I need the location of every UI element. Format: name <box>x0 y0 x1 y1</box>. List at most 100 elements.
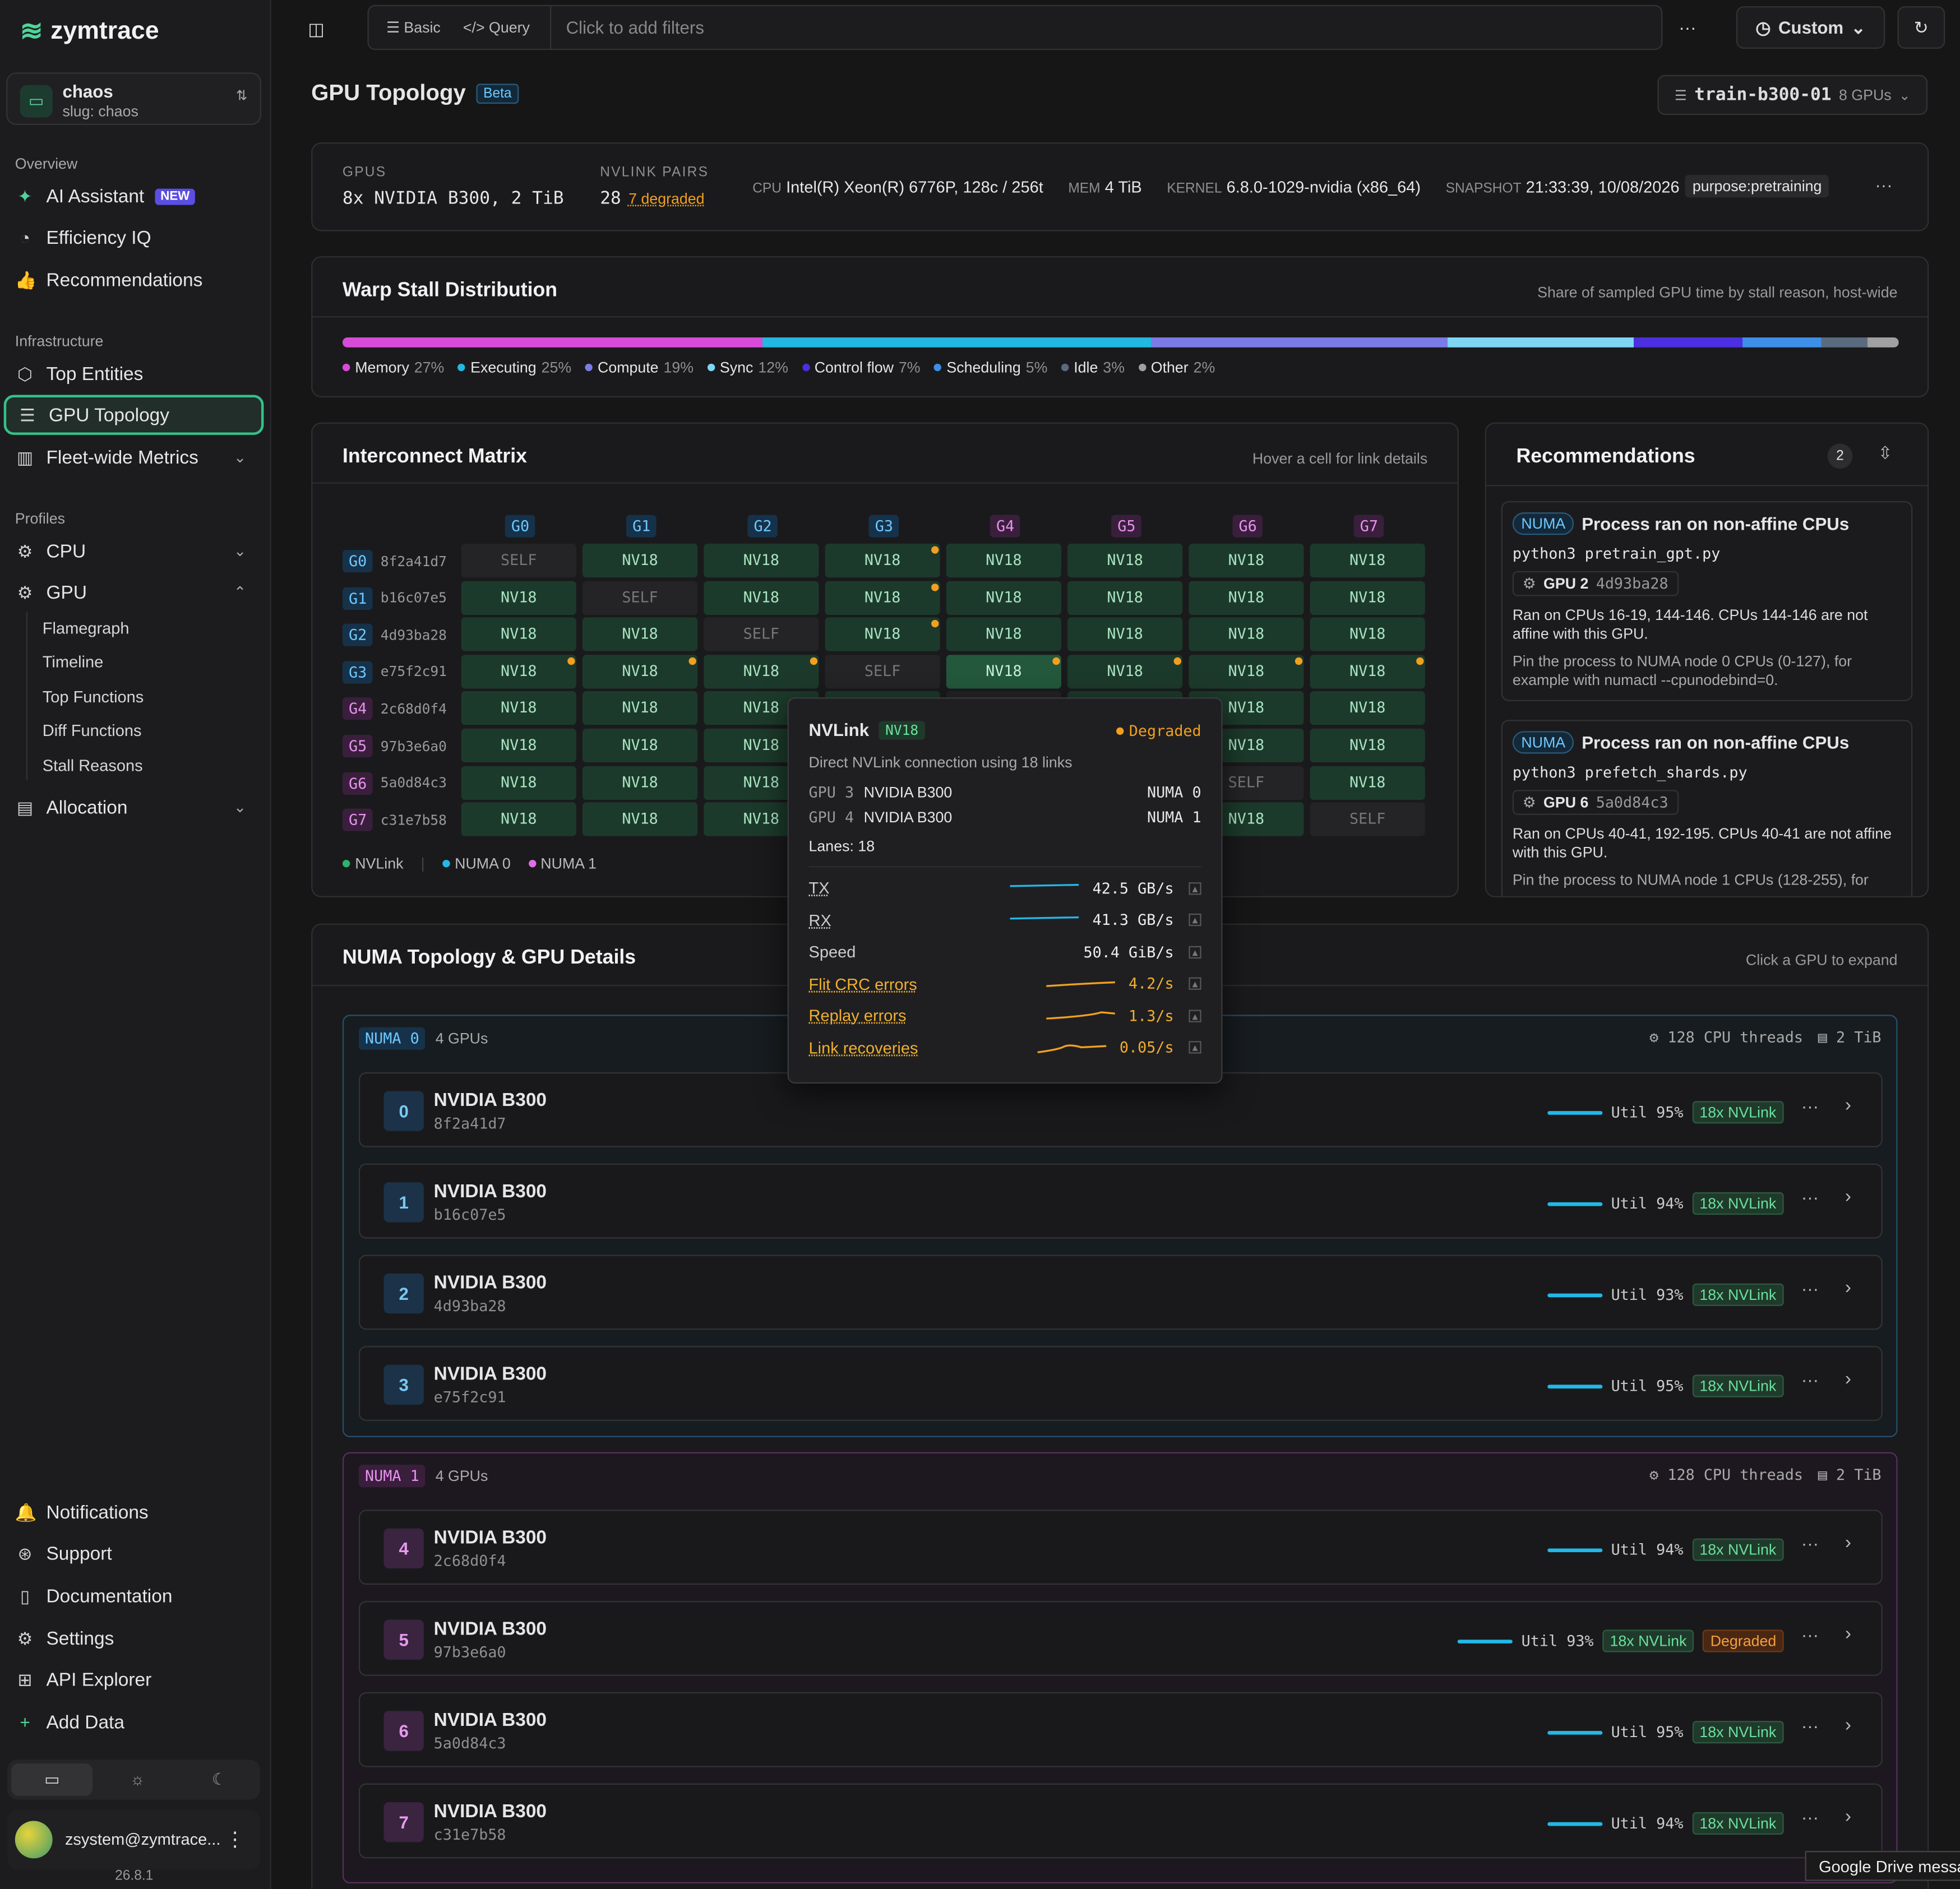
logo[interactable]: ≋ zymtrace <box>20 15 159 48</box>
sidebar-sub-diff-functions[interactable]: Diff Functions <box>42 721 142 740</box>
sidebar-item-recommendations[interactable]: 👍 Recommendations <box>15 269 203 291</box>
sidebar-item-documentation[interactable]: ▯ Documentation <box>4 1576 264 1616</box>
metric-name[interactable]: Link recoveries <box>808 1038 918 1057</box>
matrix-cell-link[interactable]: NV18 <box>704 543 819 578</box>
gpu-row[interactable]: 3 NVIDIA B300 e75f2c91 Util 95% 18x NVLink ··… <box>358 1346 1883 1422</box>
rec-gpu-chip[interactable]: ⚙ GPU 6 5a0d84c3 <box>1512 790 1679 815</box>
matrix-cell-link[interactable]: NV18 <box>1189 617 1304 652</box>
sidebar-item-api-explorer[interactable]: ⊞ API Explorer <box>4 1660 264 1700</box>
recommendation-item[interactable]: NUMA Process ran on non-affine CPUs python… <box>1501 720 1913 896</box>
sidebar-item-add-data[interactable]: + Add Data <box>4 1702 264 1742</box>
matrix-cell-link[interactable]: NV18 <box>1310 765 1425 800</box>
matrix-cell-link[interactable]: NV18 <box>582 802 698 837</box>
matrix-cell-link[interactable]: NV18 <box>825 543 940 578</box>
matrix-cell-link[interactable]: NV18 <box>1189 543 1304 578</box>
refresh-icon[interactable]: ↻ <box>1897 6 1945 49</box>
sidebar-toggle-icon[interactable]: ◫ <box>308 18 325 39</box>
gpu-row[interactable]: 7 NVIDIA B300 c31e7b58 Util 94% 18x NVLink ··… <box>358 1783 1883 1859</box>
sidebar-item-efficiency[interactable]: ◔ Efficiency IQ <box>4 217 264 257</box>
metric-name[interactable]: RX <box>808 910 831 929</box>
sidebar-item-allocation[interactable]: ▤ Allocation ⌄ <box>4 788 264 827</box>
recommendation-item[interactable]: NUMA Process ran on non-affine CPUs python… <box>1501 501 1913 701</box>
matrix-cell-link[interactable]: NV18 <box>582 617 698 652</box>
sidebar-item-gpu-topology[interactable]: ☰ GPU Topology <box>3 395 264 435</box>
matrix-cell-link[interactable]: NV18 <box>1310 691 1425 726</box>
matrix-cell-link[interactable]: NV18 <box>582 728 698 763</box>
matrix-cell-self[interactable]: SELF <box>1310 802 1425 837</box>
gpu-row[interactable]: 2 NVIDIA B300 4d93ba28 Util 93% 18x NVLink ··… <box>358 1254 1883 1330</box>
more-icon[interactable]: ··· <box>1801 1716 1819 1736</box>
sidebar-sub-stall-reasons[interactable]: Stall Reasons <box>42 756 143 775</box>
chevron-right-icon[interactable]: › <box>1845 1368 1852 1390</box>
gpu-row[interactable]: 6 NVIDIA B300 5a0d84c3 Util 95% 18x NVLink ··… <box>358 1692 1883 1767</box>
metric-name[interactable]: Speed <box>808 942 856 961</box>
chevron-right-icon[interactable]: › <box>1845 1186 1852 1207</box>
chevron-right-icon[interactable]: › <box>1845 1623 1852 1645</box>
sidebar-item-top-entities[interactable]: ⬡ Top Entities <box>4 354 264 393</box>
sidebar-item-settings[interactable]: ⚙ Settings <box>4 1618 264 1658</box>
matrix-cell-link[interactable]: NV18 <box>946 654 1061 689</box>
matrix-cell-self[interactable]: SELF <box>825 654 940 689</box>
matrix-cell-link[interactable]: NV18 <box>461 765 576 800</box>
matrix-cell-link[interactable]: NV18 <box>582 543 698 578</box>
sidebar-item-cpu[interactable]: ⚙ CPU ⌄ <box>4 531 264 571</box>
filter-input[interactable]: Click to add filters <box>566 17 704 38</box>
matrix-cell-link[interactable]: NV18 <box>946 580 1061 615</box>
sidebar-sub-flamegraph[interactable]: Flamegraph <box>42 618 130 638</box>
chevron-right-icon[interactable]: › <box>1845 1095 1852 1117</box>
matrix-cell-link[interactable]: NV18 <box>1310 617 1425 652</box>
more-icon[interactable]: ··· <box>1801 1369 1819 1390</box>
metric-name[interactable]: Replay errors <box>808 1006 907 1025</box>
more-icon[interactable]: ··· <box>1875 175 1893 195</box>
monitor-icon[interactable]: ▭ <box>11 1763 93 1796</box>
basic-mode[interactable]: ☰ Basic <box>386 18 441 36</box>
matrix-cell-link[interactable]: NV18 <box>461 802 576 837</box>
matrix-cell-link[interactable]: NV18 <box>825 580 940 615</box>
sun-icon[interactable]: ☼ <box>130 1770 145 1789</box>
matrix-cell-link[interactable]: NV18 <box>1067 543 1183 578</box>
gpu-row[interactable]: 0 NVIDIA B300 8f2a41d7 Util 95% 18x NVLink ··… <box>358 1072 1883 1147</box>
matrix-cell-link[interactable]: NV18 <box>461 728 576 763</box>
chart-icon[interactable]: ▴ <box>1189 881 1201 895</box>
matrix-cell-link[interactable]: NV18 <box>461 617 576 652</box>
degraded-link[interactable]: 7 degraded <box>628 189 705 208</box>
chart-icon[interactable]: ▴ <box>1189 1041 1201 1054</box>
more-icon[interactable]: ··· <box>1801 1807 1819 1827</box>
sidebar-sub-timeline[interactable]: Timeline <box>42 652 104 672</box>
matrix-cell-link[interactable]: NV18 <box>1310 580 1425 615</box>
chevron-right-icon[interactable]: › <box>1845 1532 1852 1554</box>
tag-badge[interactable]: purpose:pretraining <box>1685 175 1829 198</box>
workspace-switcher[interactable]: ▭ chaos slug: chaos ⇅ <box>6 72 261 125</box>
matrix-cell-link[interactable]: NV18 <box>1189 654 1304 689</box>
user-menu[interactable]: zsystem@zymtrace... ⋮ <box>7 1809 260 1870</box>
matrix-cell-link[interactable]: NV18 <box>1067 617 1183 652</box>
gpu-row[interactable]: 4 NVIDIA B300 2c68d0f4 Util 94% 18x NVLink ··… <box>358 1510 1883 1585</box>
time-range-button[interactable]: ◷ Custom ⌄ <box>1736 6 1885 49</box>
matrix-cell-link[interactable]: NV18 <box>582 765 698 800</box>
matrix-cell-link[interactable]: NV18 <box>704 654 819 689</box>
sidebar-item-ai-assistant[interactable]: ✦ AI Assistant NEW <box>4 176 264 216</box>
matrix-cell-link[interactable]: NV18 <box>461 580 576 615</box>
matrix-cell-link[interactable]: NV18 <box>1310 728 1425 763</box>
matrix-cell-link[interactable]: NV18 <box>582 654 698 689</box>
chart-icon[interactable]: ▴ <box>1189 1009 1201 1022</box>
more-icon[interactable]: ··· <box>1801 1278 1819 1299</box>
expand-icon[interactable]: ⇳ <box>1878 442 1893 462</box>
sidebar-item-notifications[interactable]: 🔔 Notifications <box>15 1501 149 1523</box>
matrix-cell-self[interactable]: SELF <box>582 580 698 615</box>
sidebar-sub-top-functions[interactable]: Top Functions <box>42 687 144 706</box>
chevron-right-icon[interactable]: › <box>1845 1715 1852 1736</box>
chart-icon[interactable]: ▴ <box>1189 977 1201 990</box>
more-icon[interactable]: ··· <box>1801 1187 1819 1207</box>
matrix-cell-link[interactable]: NV18 <box>946 543 1061 578</box>
sidebar-item-support[interactable]: ⊛ Support <box>4 1534 264 1573</box>
matrix-cell-link[interactable]: NV18 <box>946 617 1061 652</box>
more-icon[interactable]: ··· <box>1679 17 1696 38</box>
gpu-row[interactable]: 1 NVIDIA B300 b16c07e5 Util 94% 18x NVLink ··… <box>358 1163 1883 1239</box>
kebab-icon[interactable]: ⋮ <box>225 1830 246 1851</box>
chevron-right-icon[interactable]: › <box>1845 1805 1852 1827</box>
matrix-cell-link[interactable]: NV18 <box>1189 580 1304 615</box>
matrix-cell-link[interactable]: NV18 <box>582 691 698 726</box>
toast[interactable]: Google Drive messa <box>1805 1851 1960 1881</box>
matrix-cell-link[interactable]: NV18 <box>1310 654 1425 689</box>
